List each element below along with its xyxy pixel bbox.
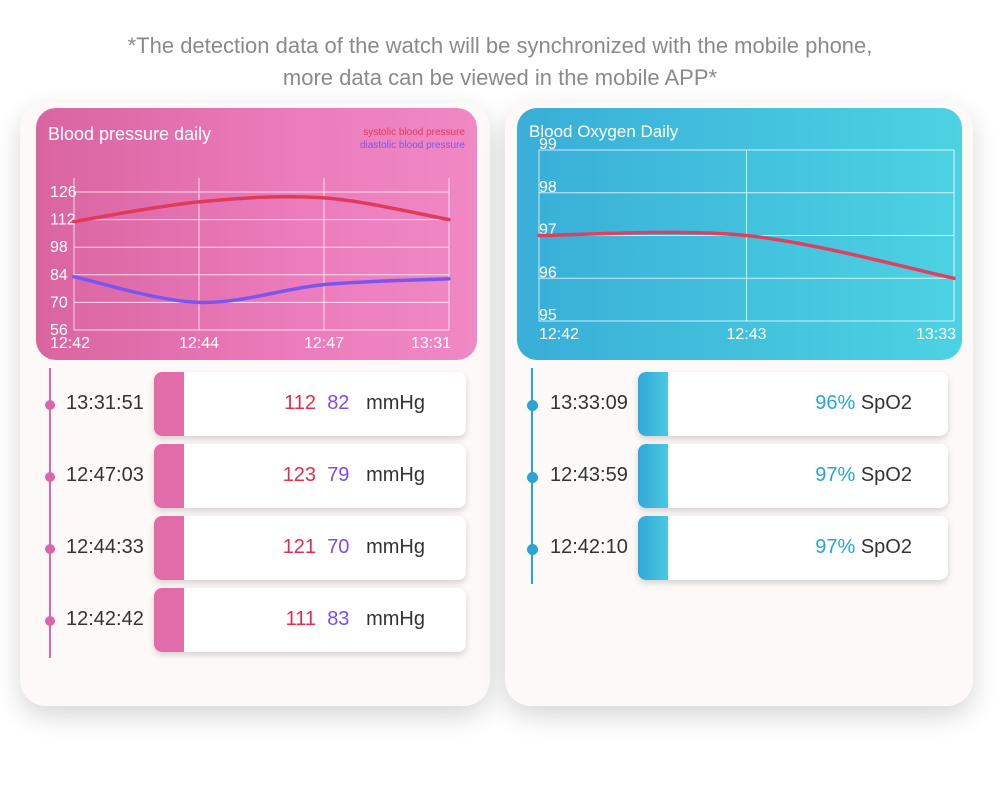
spo2-record-time: 12:42:10 <box>550 536 628 558</box>
blood-oxygen-card: 95 96 97 98 99 12:42 12:43 13:33 Blood Oxygen D… <box>505 102 973 706</box>
diastolic-value: 70 <box>327 536 350 558</box>
systolic-value: 121 <box>282 536 317 558</box>
x-tick-label: 13:31 <box>411 335 451 352</box>
spo2-unit: SpO2 <box>860 392 912 414</box>
timeline-dot <box>45 544 55 554</box>
bp-record-time: 12:47:03 <box>66 464 144 486</box>
spo2-record-row[interactable]: 13:33:09 96% SpO2 <box>505 372 973 438</box>
reading-color-tab <box>638 444 668 508</box>
bp-record-time: 12:44:33 <box>66 536 144 558</box>
diastolic-value: 83 <box>327 608 350 630</box>
timeline-dot <box>527 544 538 555</box>
spo2-reading-values: 97% SpO2 <box>815 464 912 487</box>
y-tick-label: 95 <box>539 307 557 324</box>
systolic-value: 123 <box>282 464 317 486</box>
spo2-unit: SpO2 <box>860 464 912 486</box>
spo2-record-row[interactable]: 12:42:10 97% SpO2 <box>505 516 973 582</box>
timeline-dot <box>527 400 538 411</box>
y-tick-label: 98 <box>50 239 68 256</box>
bp-unit: mmHg <box>366 608 425 630</box>
x-tick-label: 13:33 <box>916 326 956 343</box>
bp-record-time: 12:42:42 <box>66 608 144 630</box>
spo2-value: 97% <box>815 464 856 486</box>
bp-unit: mmHg <box>366 464 425 486</box>
spo2-reading-card[interactable]: 96% SpO2 <box>638 372 948 436</box>
bp-unit: mmHg <box>366 392 425 414</box>
reading-color-tab <box>638 372 668 436</box>
bp-record-row[interactable]: 13:31:51 112 82 mmHg <box>20 372 490 438</box>
diastolic-value: 82 <box>327 392 350 414</box>
spo2-value: 96% <box>815 392 856 414</box>
timeline-dot <box>45 400 55 410</box>
blood-pressure-chart: 56 70 84 98 112 126 12:42 12:44 12:47 13:31 <box>50 178 451 352</box>
timeline-dot <box>45 616 55 626</box>
spo2-reading-values: 96% SpO2 <box>815 392 912 415</box>
info-caption: *The detection data of the watch will be… <box>0 30 1000 94</box>
y-tick-label: 126 <box>50 184 77 201</box>
diastolic-value: 79 <box>327 464 350 486</box>
spo2-reading-card[interactable]: 97% SpO2 <box>638 444 948 508</box>
systolic-value: 111 <box>285 608 317 630</box>
bp-unit: mmHg <box>366 536 425 558</box>
timeline-dot <box>45 472 55 482</box>
y-tick-label: 84 <box>50 267 68 284</box>
spo2-value: 97% <box>815 536 856 558</box>
spo2-series-line <box>537 230 956 280</box>
systolic-value: 112 <box>284 392 317 414</box>
spo2-record-time: 12:43:59 <box>550 464 628 486</box>
bp-reading-card[interactable]: 112 82 mmHg <box>154 372 466 436</box>
y-tick-label: 70 <box>50 294 68 311</box>
systolic-series-line <box>72 194 451 224</box>
reading-color-tab <box>154 516 184 580</box>
x-tick-label: 12:44 <box>179 335 219 352</box>
y-tick-label: 56 <box>50 322 68 339</box>
blood-pressure-title: Blood pressure daily <box>48 124 212 144</box>
bp-record-row[interactable]: 12:42:42 111 83 mmHg <box>20 588 490 654</box>
diastolic-series-line <box>72 275 451 305</box>
blood-oxygen-title: Blood Oxygen Daily <box>529 122 679 141</box>
timeline-dot <box>527 472 538 483</box>
bp-record-row[interactable]: 12:44:33 121 70 mmHg <box>20 516 490 582</box>
caption-line-2: more data can be viewed in the mobile AP… <box>282 65 718 90</box>
legend-diastolic: diastolic blood pressure <box>359 140 465 151</box>
reading-color-tab <box>638 516 668 580</box>
reading-color-tab <box>154 444 184 508</box>
bp-reading-card[interactable]: 111 83 mmHg <box>154 588 466 652</box>
legend-systolic: systolic blood pressure <box>363 127 465 138</box>
blood-pressure-timeline <box>49 368 51 658</box>
bp-record-row[interactable]: 12:47:03 123 79 mmHg <box>20 444 490 510</box>
bp-reading-card[interactable]: 123 79 mmHg <box>154 444 466 508</box>
y-tick-label: 99 <box>539 136 557 153</box>
blood-oxygen-chart-panel: 95 96 97 98 99 12:42 12:43 13:33 Blood Oxygen D… <box>517 108 962 360</box>
x-tick-label: 12:42 <box>539 326 579 343</box>
y-tick-label: 98 <box>539 179 557 196</box>
bp-reading-card[interactable]: 121 70 mmHg <box>154 516 466 580</box>
blood-pressure-chart-panel: 56 70 84 98 112 126 12:42 12:44 12:47 13:31 Blood… <box>36 108 477 360</box>
reading-color-tab <box>154 372 184 436</box>
bp-record-time: 13:31:51 <box>66 392 144 414</box>
reading-color-tab <box>154 588 184 652</box>
spo2-reading-values: 97% SpO2 <box>815 536 912 559</box>
bp-reading-values: 121 70 mmHg <box>283 536 425 559</box>
spo2-reading-card[interactable]: 97% SpO2 <box>638 516 948 580</box>
y-tick-label: 96 <box>539 264 557 281</box>
x-tick-label: 12:42 <box>50 335 90 352</box>
x-tick-label: 12:47 <box>304 335 344 352</box>
blood-pressure-legend: systolic blood pressure diastolic blood … <box>360 126 465 152</box>
spo2-record-time: 13:33:09 <box>550 392 628 414</box>
bp-reading-values: 112 82 mmHg <box>284 392 425 415</box>
spo2-unit: SpO2 <box>860 536 912 558</box>
spo2-record-row[interactable]: 12:43:59 97% SpO2 <box>505 444 973 510</box>
bp-reading-values: 111 83 mmHg <box>286 608 425 631</box>
bp-reading-values: 123 79 mmHg <box>283 464 425 487</box>
caption-line-1: *The detection data of the watch will be… <box>127 33 873 58</box>
y-tick-label: 112 <box>50 212 76 229</box>
blood-pressure-card: 56 70 84 98 112 126 12:42 12:44 12:47 13:31 Blood… <box>20 102 490 706</box>
x-tick-label: 12:43 <box>726 326 766 343</box>
